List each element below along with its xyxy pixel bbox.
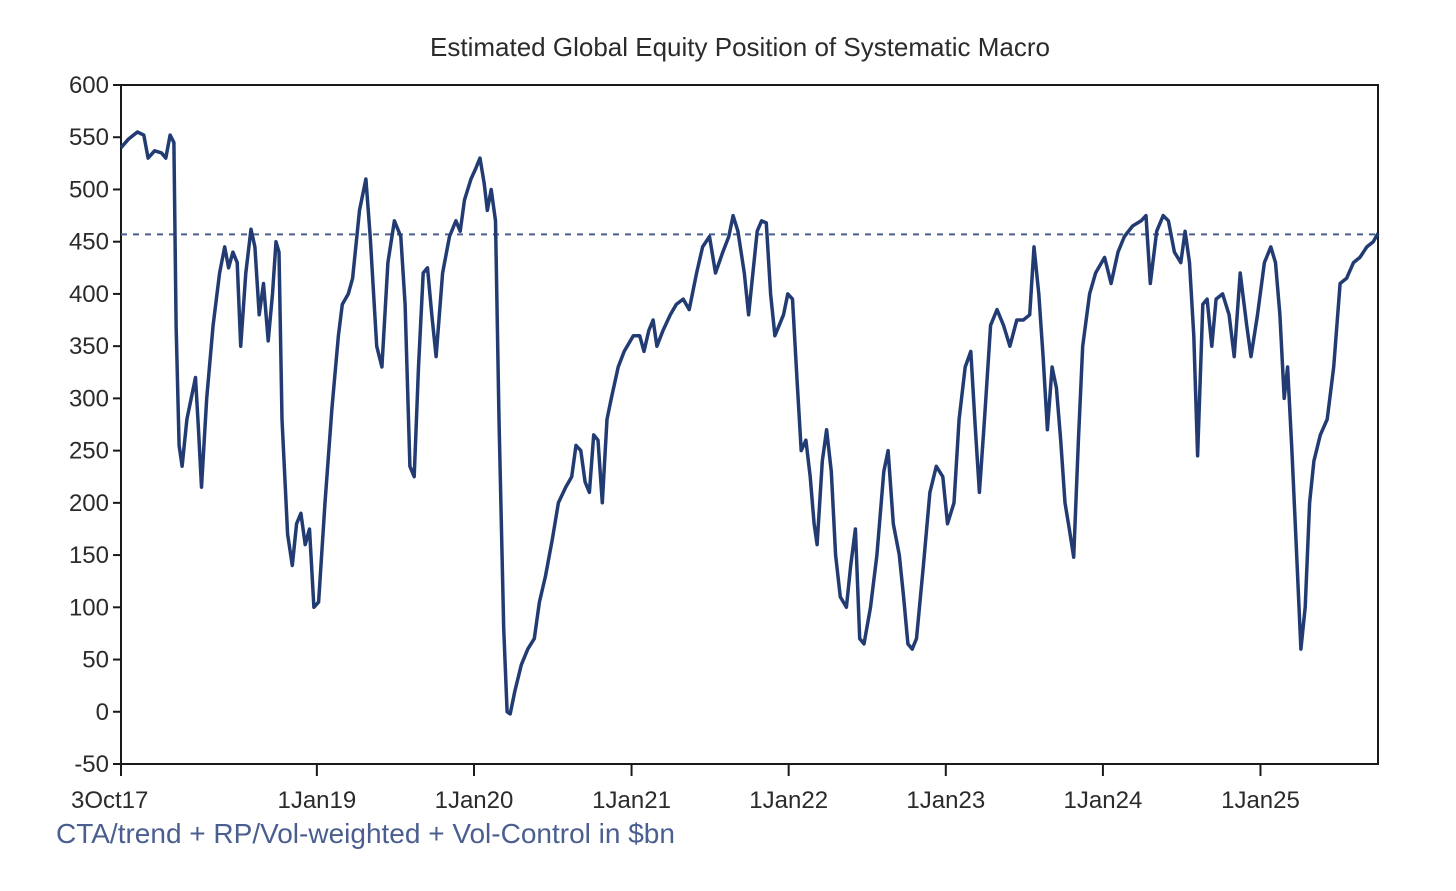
x-tick-label: 1Jan19 xyxy=(277,787,356,814)
y-tick-label: 500 xyxy=(69,176,109,203)
x-tick-label: 1Jan24 xyxy=(1064,787,1143,814)
y-tick-label: 300 xyxy=(69,385,109,412)
y-tick-label: 100 xyxy=(69,594,109,621)
y-axis: -50 0 50 100 150 200 250 300 350 400 450 500 550 600 xyxy=(69,72,121,778)
chart-footnote: CTA/trend + RP/Vol-weighted + Vol-Contro… xyxy=(56,818,675,849)
x-tick-label: 3Oct17 xyxy=(71,787,148,814)
x-tick-label: 1Jan20 xyxy=(435,787,514,814)
y-tick-label: -50 xyxy=(74,751,109,778)
y-tick-label: 400 xyxy=(69,281,109,308)
chart-title: Estimated Global Equity Position of Syst… xyxy=(430,32,1050,62)
y-tick-label: 250 xyxy=(69,438,109,465)
y-tick-label: 600 xyxy=(69,72,109,99)
x-tick-label: 1Jan22 xyxy=(749,787,828,814)
y-tick-label: 550 xyxy=(69,124,109,151)
x-axis: 3Oct17 1Jan19 1Jan20 1Jan21 1Jan22 1Jan23 1Jan… xyxy=(71,764,1300,814)
y-tick-label: 200 xyxy=(69,490,109,517)
y-tick-label: 0 xyxy=(96,699,109,726)
x-tick-label: 1Jan25 xyxy=(1221,787,1300,814)
x-tick-label: 1Jan21 xyxy=(592,787,671,814)
x-tick-label: 1Jan23 xyxy=(906,787,985,814)
y-tick-label: 450 xyxy=(69,229,109,256)
y-tick-label: 150 xyxy=(69,542,109,569)
y-tick-label: 350 xyxy=(69,333,109,360)
series-line xyxy=(119,130,1380,716)
plot-frame xyxy=(120,84,1379,765)
y-tick-label: 50 xyxy=(82,647,109,674)
